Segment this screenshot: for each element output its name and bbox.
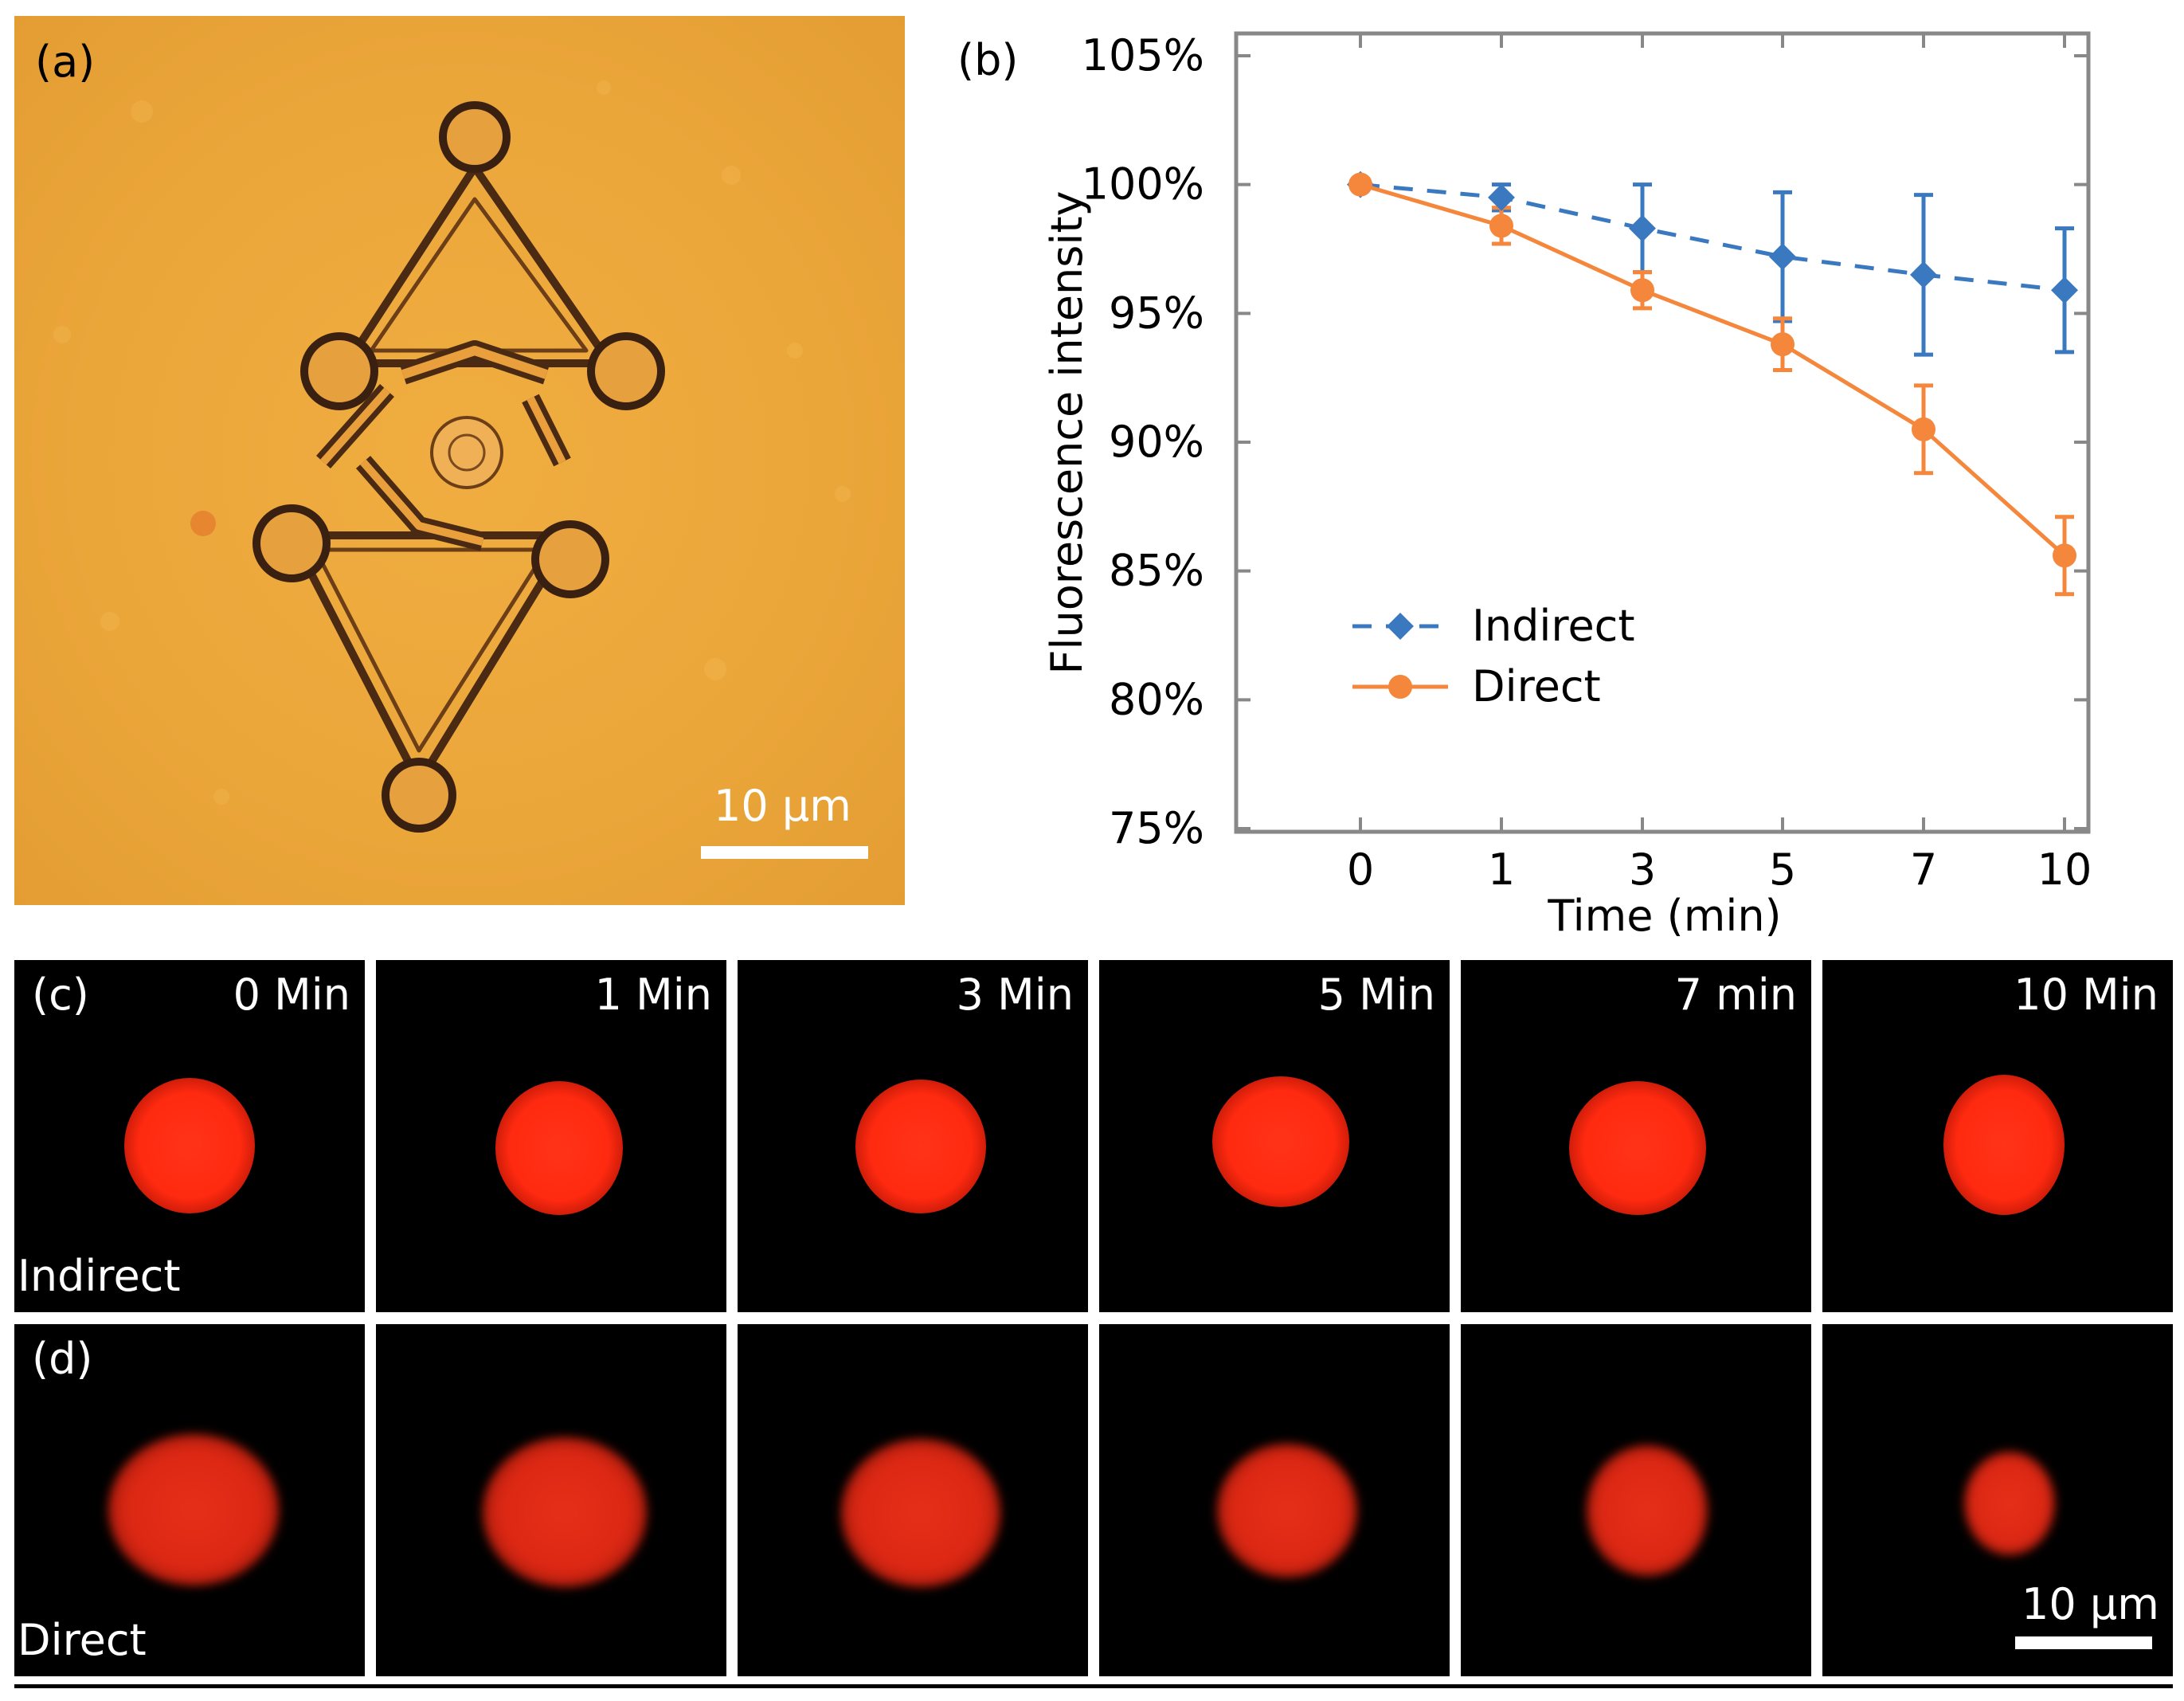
panel-c-tile: 10 Min <box>1822 960 2173 1312</box>
panel-d-tile <box>1099 1324 1450 1676</box>
cell-image <box>1212 1076 1349 1207</box>
x-tick-label: 5 <box>1769 845 1796 895</box>
y-tick-label: 85% <box>1109 546 1204 596</box>
microstructure-image <box>53 80 851 833</box>
panel-c-tile: (c) 0 Min Indirect <box>14 960 365 1312</box>
panel-d-scale-text: 10 μm <box>2022 1579 2159 1629</box>
y-axis-label: Fluorescence intensity <box>1042 190 1092 674</box>
time-label: 7 min <box>1674 970 1797 1020</box>
x-tick-label: 7 <box>1910 845 1937 895</box>
panel-d-row: (d) Direct 10 μm <box>14 1324 2173 1676</box>
cell-image <box>483 1437 647 1587</box>
panel-d-tile: (d) Direct <box>14 1324 365 1676</box>
panel-c-row: (c) 0 Min Indirect 1 Min 3 Min 5 Min 7 m… <box>14 960 2173 1312</box>
panel-b-chart: (b) 75% 80% 85% 90% 95% 100% 105% 0 1 3 5 7 10 Fluo… <box>957 30 2092 941</box>
data-point-direct <box>1348 172 1372 197</box>
plot-frame <box>1234 31 2091 834</box>
legend-indirect-label: Indirect <box>1472 601 1635 651</box>
legend-direct-label: Direct <box>1472 661 1601 711</box>
data-point-direct <box>1489 214 1513 238</box>
cell-image <box>841 1439 1000 1587</box>
x-tick-label: 1 <box>1488 845 1515 895</box>
y-tick-label: 80% <box>1109 674 1204 724</box>
x-tick-label: 0 <box>1347 845 1374 895</box>
bottom-rule <box>14 1684 2173 1688</box>
series-line-direct <box>1360 182 2066 558</box>
data-point-indirect <box>1488 183 1515 211</box>
panel-c-tile: 3 Min <box>738 960 1088 1312</box>
panel-a-micrograph: (a) 10 μm <box>14 16 905 905</box>
data-point-indirect <box>1629 214 1656 242</box>
legend-direct-marker <box>1388 675 1412 699</box>
time-label: 1 Min <box>594 970 712 1020</box>
cell-image <box>1569 1081 1706 1215</box>
y-tick-label: 90% <box>1109 417 1204 467</box>
time-label: 10 Min <box>2014 970 2159 1020</box>
panel-a-label: (a) <box>35 37 96 87</box>
panel-d-tile <box>738 1324 1088 1676</box>
y-tick-label: 75% <box>1109 803 1204 853</box>
x-tick-label: 3 <box>1629 845 1656 895</box>
legend-indirect-marker <box>1387 613 1414 640</box>
cell-image <box>495 1081 623 1215</box>
y-tick-label: 100% <box>1082 159 1204 210</box>
cell-image <box>855 1080 986 1213</box>
time-label: 3 Min <box>956 970 1074 1020</box>
data-point-direct <box>1771 332 1795 357</box>
data-point-indirect <box>1910 261 1937 288</box>
cell-image <box>1964 1452 2055 1555</box>
panel-a-scale-text: 10 μm <box>714 781 851 831</box>
panel-c-label: (c) <box>32 970 89 1020</box>
panel-d-label: (d) <box>32 1334 93 1384</box>
y-tick-label: 95% <box>1109 288 1204 338</box>
row-label-indirect: Indirect <box>18 1251 181 1301</box>
time-label: 0 Min <box>233 970 350 1020</box>
x-tick-label: 10 <box>2037 845 2092 895</box>
panel-d-tile <box>1461 1324 1811 1676</box>
panel-d-tile: 10 μm <box>1822 1324 2173 1676</box>
panel-d-tile <box>376 1324 726 1676</box>
panel-b-label: (b) <box>957 35 1018 85</box>
panel-a-scale-bar <box>701 846 868 859</box>
panel-c-tile: 7 min <box>1461 960 1811 1312</box>
data-point-direct <box>1912 417 1935 441</box>
cell-image <box>1943 1075 2065 1215</box>
cell-image <box>108 1434 279 1585</box>
cell-image <box>124 1078 255 1213</box>
data-point-direct <box>2053 543 2076 568</box>
data-point-indirect <box>2051 276 2078 304</box>
cell-image <box>1217 1444 1357 1578</box>
time-label: 5 Min <box>1317 970 1435 1020</box>
data-point-direct <box>1630 278 1654 303</box>
series-line-indirect <box>1360 182 2065 292</box>
panel-d-scale-bar <box>2015 1636 2152 1649</box>
panel-c-tile: 5 Min <box>1099 960 1450 1312</box>
x-axis-label: Time (min) <box>1547 891 1781 941</box>
row-label-direct: Direct <box>18 1615 147 1665</box>
panel-c-tile: 1 Min <box>376 960 726 1312</box>
data-point-indirect <box>1769 243 1796 271</box>
y-tick-label: 105% <box>1082 30 1204 80</box>
cell-image <box>1587 1445 1708 1576</box>
